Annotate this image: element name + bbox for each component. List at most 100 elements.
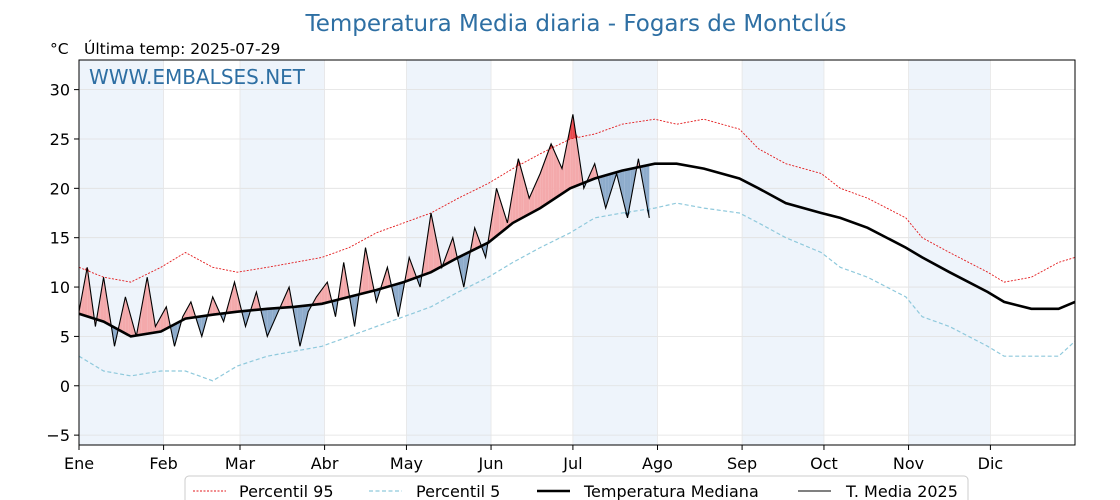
anomaly-fill-above — [575, 132, 579, 187]
anomaly-fill-above — [144, 277, 148, 335]
x-tick-label: Sep — [727, 454, 757, 473]
anomaly-fill-above — [561, 155, 565, 194]
unit-label: °C — [50, 40, 69, 58]
anomaly-fill-above — [491, 205, 494, 241]
x-tick-label: Abr — [311, 454, 339, 473]
anomaly-fill-above — [368, 261, 371, 293]
anomaly-fill-below — [600, 176, 603, 197]
x-tick-label: Dic — [978, 454, 1004, 473]
anomaly-fill-above — [212, 296, 216, 315]
anomaly-fill-below — [351, 295, 355, 327]
anomaly-fill-above — [447, 245, 451, 264]
anomaly-fill-above — [567, 127, 571, 191]
anomaly-fill-above — [496, 188, 500, 237]
series-line-p5 — [78, 202, 1076, 382]
anomaly-fill-above — [125, 296, 129, 335]
anomaly-fill-above — [526, 188, 530, 216]
anomaly-fill-above — [425, 231, 429, 275]
anomaly-fill-below — [602, 175, 606, 209]
series-line-p95 — [78, 118, 1076, 283]
plot-frame — [78, 59, 1076, 446]
y-tick-label: −5 — [46, 426, 70, 445]
anomaly-fill-above — [209, 296, 213, 316]
anomaly-fill-above — [515, 158, 519, 222]
x-tick-label: Ago — [642, 454, 673, 473]
month-shade-sep — [742, 60, 824, 445]
anomaly-fill-below — [272, 308, 276, 325]
anomaly-fill-below — [297, 306, 301, 347]
y-tick-label: 15 — [50, 229, 70, 248]
anomaly-fill-above — [431, 213, 434, 273]
anomaly-fill-below — [264, 308, 268, 337]
x-tick-label: Oct — [810, 454, 838, 473]
anomaly-fill-above — [100, 277, 104, 322]
watermark: WWW.EMBALSES.NET — [89, 65, 306, 89]
anomaly-fill-above — [190, 301, 194, 318]
anomaly-fill-above — [234, 282, 238, 313]
x-tick-label: Feb — [149, 454, 177, 473]
anomaly-fill-above — [512, 174, 516, 223]
anomaly-fill-below — [174, 322, 178, 347]
legend-label-p5: Percentil 5 — [416, 482, 500, 500]
plot-area: 30 25 20 15 10 5 0 −5 Ene Feb Mar Abr May Jun Jul Ago Se… — [46, 59, 1076, 473]
anomaly-fill-above — [510, 190, 513, 226]
anomaly-fill-above — [592, 163, 595, 180]
anomaly-fill-above — [160, 311, 164, 332]
anomaly-fill-above — [537, 173, 541, 210]
anomaly-fill-above — [122, 296, 126, 334]
anomaly-fill-above — [556, 156, 560, 198]
anomaly-fill-below — [461, 254, 464, 288]
anomaly-fill-above — [548, 143, 552, 203]
anomaly-fill-above — [340, 262, 344, 299]
month-shade-ene — [79, 60, 164, 445]
chart-title: Temperatura Media diaria - Fogars de Mon… — [305, 11, 847, 37]
x-tick-label: May — [390, 454, 423, 473]
anomaly-fill-above — [103, 277, 107, 324]
anomaly-fill-above — [493, 188, 497, 239]
anomaly-fill-below — [630, 168, 633, 204]
anomaly-fill-below — [395, 283, 399, 317]
anomaly-fill-above — [128, 306, 131, 337]
anomaly-fill-above — [141, 291, 145, 335]
anomaly-fill-below — [605, 174, 609, 209]
anomaly-fill-above — [362, 247, 366, 294]
anomaly-fill-above — [411, 264, 415, 280]
y-tick-label: 10 — [50, 278, 70, 297]
anomaly-fill-above — [155, 321, 159, 333]
x-tick-label: Jul — [562, 454, 582, 473]
anomaly-fill-above — [474, 227, 478, 250]
legend-box — [184, 475, 969, 500]
series-line-2025 — [78, 114, 650, 347]
legend: Percentil 95 Percentil 5 Temperatura Media… — [184, 475, 969, 500]
anomaly-fill-below — [267, 308, 271, 337]
anomaly-fill-above — [139, 306, 142, 336]
anomaly-fill-above — [551, 143, 554, 201]
anomaly-fill-above — [518, 158, 522, 220]
anomaly-fill-above — [283, 293, 287, 308]
month-shade-jul — [572, 60, 658, 445]
anomaly-fill-above — [542, 158, 546, 207]
anomaly-fill-above — [534, 179, 538, 212]
anomaly-fill-below — [643, 165, 647, 204]
anomaly-fill-above — [559, 162, 562, 196]
anomaly-fill-above — [81, 282, 85, 316]
anomaly-fill-below — [463, 253, 467, 288]
legend-label-y2025: T. Media 2025 — [845, 482, 958, 500]
y-tick-label: 5 — [60, 327, 70, 346]
anomaly-fill-above — [384, 267, 388, 288]
extreme-fill-above-p95 — [570, 114, 573, 139]
anomaly-fill-below — [611, 172, 614, 191]
anomaly-fill-above — [545, 151, 549, 205]
anomaly-fill-above — [523, 178, 527, 217]
legend-label-p95: Percentil 95 — [239, 482, 334, 500]
y-tick-label: 0 — [60, 377, 70, 396]
anomaly-fill-below — [619, 170, 623, 196]
anomaly-fill-above — [253, 291, 257, 311]
series-line-median — [78, 162, 1076, 338]
anomaly-fill-below — [302, 305, 306, 335]
last-temp-label: Última temp: 2025-07-29 — [84, 39, 280, 58]
anomaly-fill-above — [321, 285, 325, 304]
anomaly-fill-above — [521, 168, 524, 219]
anomaly-fill-below — [199, 316, 202, 337]
